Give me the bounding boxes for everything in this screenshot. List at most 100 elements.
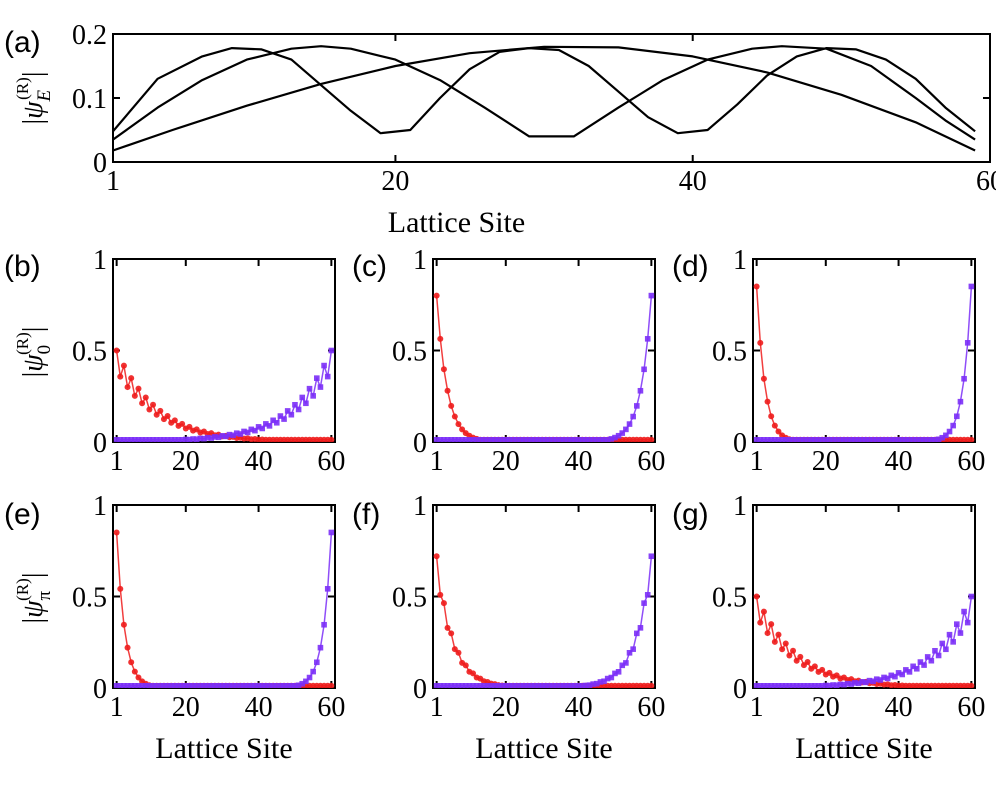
data-point (771, 422, 778, 429)
data-point (775, 683, 782, 688)
data-point (852, 437, 858, 442)
data-point (586, 437, 593, 442)
data-point (644, 592, 651, 598)
data-point (852, 680, 858, 686)
data-point (553, 437, 560, 442)
data-point (837, 437, 844, 442)
data-point (324, 373, 331, 380)
data-point (764, 630, 771, 637)
data-point (593, 437, 600, 442)
data-point (182, 683, 189, 688)
data-point (615, 432, 622, 439)
data-point (477, 437, 484, 442)
data-point (481, 683, 487, 688)
x-tick-label: 20 (381, 166, 409, 197)
data-point (557, 683, 564, 688)
data-point (208, 435, 215, 441)
data-point (917, 659, 924, 665)
x-tick-label: 40 (565, 446, 593, 477)
data-point (532, 437, 538, 442)
data-point (317, 644, 324, 651)
data-point (946, 428, 953, 435)
data-point (314, 659, 320, 666)
data-point (215, 683, 222, 688)
data-point (837, 681, 844, 688)
data-point (448, 437, 454, 442)
data-point (517, 683, 524, 688)
data-point (197, 435, 204, 442)
data-point (768, 683, 774, 688)
ylabel-symbol: ψ (18, 600, 49, 618)
y-tick-label: 0.5 (712, 583, 747, 614)
panel-g: (g) 1 20 40 60 0 0.5 1 Lattice Site (672, 491, 985, 765)
ylabel-bar-right: | (18, 327, 49, 333)
data-point (826, 669, 833, 676)
data-point (281, 683, 287, 688)
data-point (459, 426, 466, 433)
x-tick-label: 60 (957, 446, 985, 477)
data-point (121, 437, 127, 442)
data-point (502, 437, 509, 442)
x-tick-label: 60 (637, 446, 665, 477)
data-point (241, 428, 247, 435)
data-point (597, 437, 604, 442)
data-point (310, 668, 316, 675)
data-point (634, 630, 640, 637)
series-group (433, 553, 655, 688)
series-group (753, 593, 975, 688)
data-point (804, 659, 811, 666)
data-point (535, 683, 542, 688)
data-point (786, 652, 793, 659)
data-point (553, 683, 560, 688)
data-point (761, 437, 767, 442)
data-point (437, 335, 444, 342)
data-point (935, 652, 942, 659)
data-point (288, 683, 295, 688)
series-line-2 (436, 556, 653, 687)
y-tick-label: 1 (413, 245, 427, 276)
data-point (153, 411, 160, 418)
data-point (510, 683, 516, 688)
data-point (561, 683, 567, 688)
data-point (608, 674, 615, 681)
data-point (760, 608, 767, 615)
y-tick-label: 0 (93, 674, 107, 705)
data-point (630, 413, 636, 420)
data-point (772, 437, 778, 442)
y-tick-label: 0 (93, 428, 107, 459)
series-line-2 (436, 295, 653, 441)
data-point (451, 413, 458, 420)
x-axis-title: Lattice Site (795, 732, 932, 765)
data-point (135, 683, 142, 688)
data-point (124, 384, 131, 391)
data-point (270, 683, 276, 688)
data-point (539, 683, 545, 688)
series-line-1 (755, 596, 972, 687)
data-point (139, 437, 145, 442)
data-point (790, 647, 797, 654)
series-line-1 (115, 532, 332, 687)
data-point (157, 437, 164, 442)
data-point (859, 437, 865, 442)
x-tick-label: 60 (957, 692, 985, 723)
data-point (120, 362, 127, 369)
data-point (150, 437, 156, 442)
y-tick-label: 1 (413, 491, 427, 522)
ylabel-subscript: 0 (34, 345, 55, 355)
data-point (142, 683, 149, 688)
data-point (812, 437, 818, 442)
data-point (517, 437, 524, 442)
data-point (906, 669, 913, 675)
data-point (648, 553, 655, 560)
data-point (968, 436, 975, 442)
data-point (895, 437, 902, 442)
x-tick-label: 40 (565, 692, 593, 723)
data-point (924, 654, 931, 660)
panel-label: (e) (4, 498, 41, 531)
data-point (488, 683, 495, 688)
plot-frame (112, 258, 336, 443)
data-point (950, 422, 956, 429)
data-point (473, 683, 480, 688)
x-tick-label: 60 (317, 446, 345, 477)
ylabel-row-b: |ψ0(R)| (13, 327, 55, 378)
